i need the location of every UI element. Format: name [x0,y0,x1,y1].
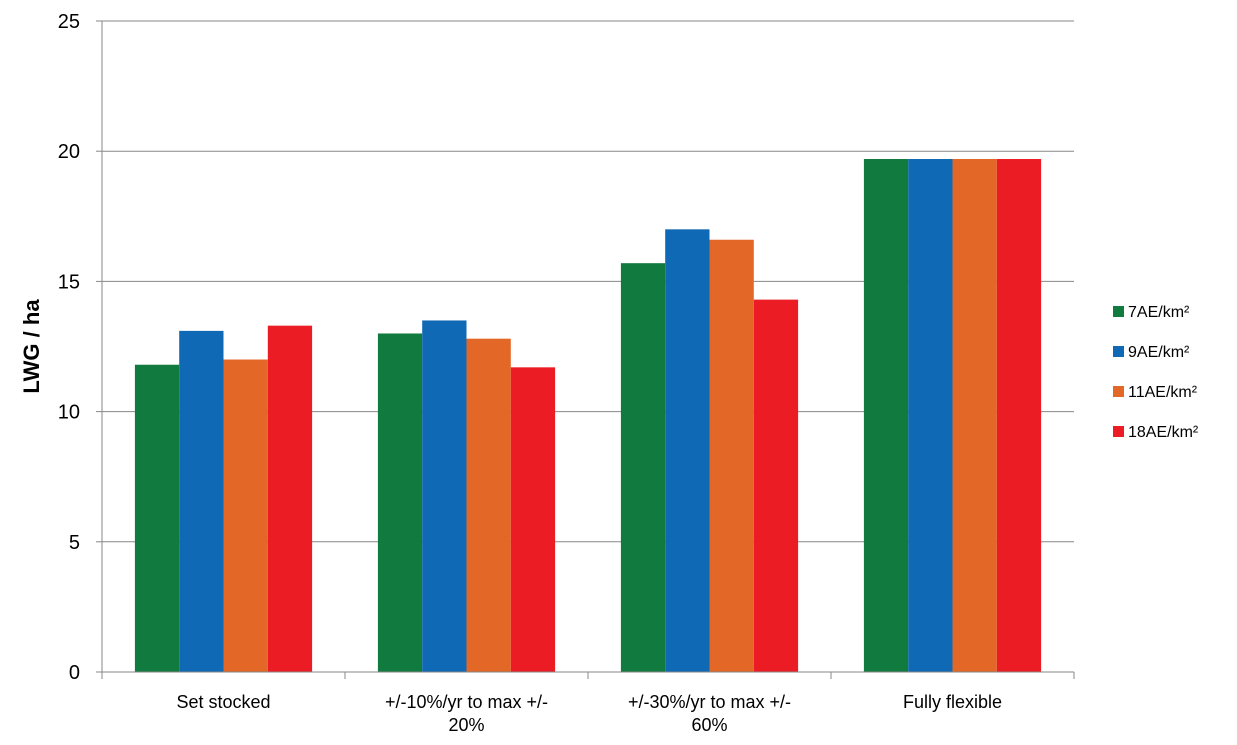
x-category-label: 20% [448,715,484,735]
legend-label: 9AE/km² [1128,344,1190,361]
bar-11ae-km- [952,159,997,673]
bar-11ae-km- [223,359,268,672]
legend: 7AE/km² 9AE/km² 11AE/km² 18AE/km² [1113,304,1199,441]
x-category-label: 60% [691,715,727,735]
x-category-label: Set stocked [176,692,270,712]
legend-swatch [1113,306,1124,317]
bar-11ae-km- [709,239,754,672]
y-tick-label: 10 [58,402,80,424]
legend-swatch [1113,386,1124,397]
bar-9ae-km- [908,159,953,673]
x-category-label: +/-30%/yr to max +/- [628,692,791,712]
legend-label: 11AE/km² [1128,384,1198,401]
legend-label: 7AE/km² [1128,304,1190,321]
x-category-label: Fully flexible [903,692,1002,712]
y-tick-label: 25 [58,11,80,33]
bar-18ae-km- [510,367,556,672]
axes [96,20,1075,679]
bar-18ae-km- [753,299,799,672]
bar-9ae-km- [665,229,710,672]
bar-11ae-km- [466,338,511,672]
bar-7ae-km- [620,263,666,672]
legend-swatch [1113,346,1124,357]
bar-7ae-km- [863,159,909,673]
bar-7ae-km- [134,364,180,672]
y-axis-label: LWG / ha [19,299,44,394]
legend-swatch [1113,426,1124,437]
y-tick-label: 20 [58,141,80,163]
y-tick-label: 5 [69,532,80,554]
legend-label: 18AE/km² [1128,424,1199,441]
x-category-label: +/-10%/yr to max +/- [385,692,548,712]
axis-labels: 0 5 10 15 20 25 Set stocked +/-10%/yr to max +/… [19,11,1002,735]
bar-7ae-km- [377,333,423,672]
y-tick-label: 0 [69,662,80,684]
bar-18ae-km- [267,325,313,672]
bar-9ae-km- [179,330,224,672]
bar-18ae-km- [996,159,1042,673]
bar-9ae-km- [422,320,467,672]
bars [134,159,1042,673]
y-tick-label: 15 [58,271,80,293]
